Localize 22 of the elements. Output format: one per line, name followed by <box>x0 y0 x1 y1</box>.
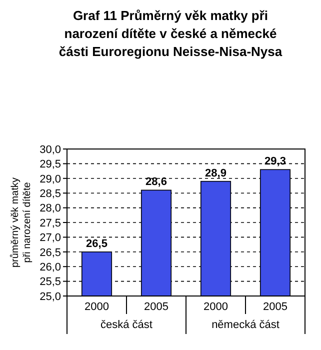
text: německá část <box>212 319 280 331</box>
y-tick-label: 27,5 <box>40 217 61 230</box>
y-tick-label: 25,0 <box>40 290 61 303</box>
y-tick-label: 30,0 <box>40 144 61 156</box>
y-axis-title: průměrný věk matky při narození dítěte <box>9 177 33 268</box>
y-tick-label: 26,5 <box>40 246 61 259</box>
x-tick-label: 2000 <box>84 301 109 313</box>
text: česká část <box>100 319 152 331</box>
data-label: 28,6 <box>146 176 167 188</box>
y-tick-label: 25,5 <box>40 276 61 288</box>
y-tick-label: 26,0 <box>40 261 61 274</box>
chart-title: Graf 11 Průměrný věk matky při narození dítěte v české a německé části Euroregionu Neisse-Nisa-Nysa <box>58 8 283 59</box>
y-tick-label: 29,5 <box>40 158 61 171</box>
x-tick-label: 2005 <box>144 301 168 313</box>
x-tick-label: 2005 <box>263 301 288 313</box>
y-tick-label: 27,0 <box>40 232 61 244</box>
y-tick-label: 28,0 <box>40 202 61 215</box>
data-label: 26,5 <box>86 238 108 250</box>
data-label: 28,9 <box>205 167 226 180</box>
y-tick-label: 29,0 <box>40 173 61 186</box>
y-tick-label: 28,5 <box>40 188 61 200</box>
x-tick-label: 2000 <box>204 301 228 313</box>
